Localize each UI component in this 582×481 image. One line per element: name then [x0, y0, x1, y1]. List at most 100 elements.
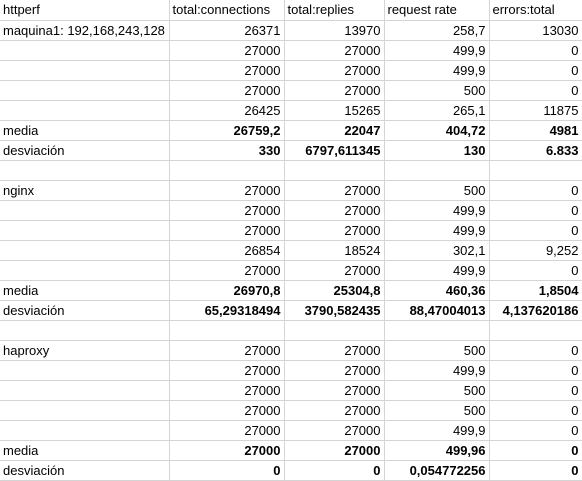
value-cell[interactable]: 27000: [284, 420, 385, 441]
value-cell[interactable]: 265,1: [384, 100, 490, 121]
row-label-cell[interactable]: [0, 260, 170, 281]
value-cell[interactable]: 27000: [169, 380, 285, 401]
row-label-cell[interactable]: haproxy: [0, 340, 170, 361]
value-cell[interactable]: 22047: [284, 120, 385, 141]
value-cell[interactable]: 27000: [169, 400, 285, 421]
value-cell[interactable]: 130: [384, 140, 490, 161]
value-cell[interactable]: 0: [489, 460, 582, 481]
row-label-cell[interactable]: [0, 400, 170, 421]
value-cell[interactable]: 0: [489, 40, 582, 61]
value-cell[interactable]: 13030: [489, 20, 582, 41]
value-cell[interactable]: 330: [169, 140, 285, 161]
row-label-cell[interactable]: desviación: [0, 140, 170, 161]
value-cell[interactable]: 404,72: [384, 120, 490, 141]
value-cell[interactable]: 500: [384, 80, 490, 101]
row-label-cell[interactable]: [0, 240, 170, 261]
value-cell[interactable]: 499,9: [384, 200, 490, 221]
value-cell[interactable]: 0: [489, 360, 582, 381]
value-cell[interactable]: 27000: [284, 260, 385, 281]
value-cell[interactable]: 15265: [284, 100, 385, 121]
value-cell[interactable]: 27000: [169, 220, 285, 241]
value-cell[interactable]: 0: [489, 80, 582, 101]
value-cell[interactable]: 27000: [284, 380, 385, 401]
row-label-cell[interactable]: [0, 220, 170, 241]
value-cell[interactable]: 499,9: [384, 220, 490, 241]
value-cell[interactable]: 0: [489, 220, 582, 241]
value-cell[interactable]: 27000: [169, 60, 285, 81]
value-cell[interactable]: 499,9: [384, 360, 490, 381]
value-cell[interactable]: 499,9: [384, 260, 490, 281]
row-label-cell[interactable]: [0, 160, 170, 181]
value-cell[interactable]: 27000: [169, 440, 285, 461]
value-cell[interactable]: 27000: [169, 340, 285, 361]
row-label-cell[interactable]: [0, 80, 170, 101]
value-cell[interactable]: 500: [384, 380, 490, 401]
value-cell[interactable]: [169, 320, 285, 341]
value-cell[interactable]: [384, 160, 490, 181]
value-cell[interactable]: [284, 320, 385, 341]
value-cell[interactable]: 26759,2: [169, 120, 285, 141]
header-cell-total-replies[interactable]: total:replies: [284, 0, 385, 21]
value-cell[interactable]: 0: [284, 460, 385, 481]
row-label-cell[interactable]: [0, 60, 170, 81]
value-cell[interactable]: [489, 320, 582, 341]
row-label-cell[interactable]: desviación: [0, 300, 170, 321]
value-cell[interactable]: 27000: [284, 220, 385, 241]
row-label-cell[interactable]: media: [0, 440, 170, 461]
value-cell[interactable]: 26970,8: [169, 280, 285, 301]
value-cell[interactable]: 4981: [489, 120, 582, 141]
value-cell[interactable]: 460,36: [384, 280, 490, 301]
value-cell[interactable]: 27000: [284, 180, 385, 201]
value-cell[interactable]: 26425: [169, 100, 285, 121]
value-cell[interactable]: 27000: [284, 60, 385, 81]
value-cell[interactable]: 27000: [284, 80, 385, 101]
value-cell[interactable]: 4,137620186: [489, 300, 582, 321]
value-cell[interactable]: 27000: [284, 200, 385, 221]
value-cell[interactable]: 27000: [169, 200, 285, 221]
value-cell[interactable]: 27000: [169, 420, 285, 441]
header-cell-request-rate[interactable]: request rate: [384, 0, 490, 21]
row-label-cell[interactable]: media: [0, 280, 170, 301]
row-label-cell[interactable]: [0, 360, 170, 381]
value-cell[interactable]: [384, 320, 490, 341]
header-cell-errors-total[interactable]: errors:total: [489, 0, 582, 21]
row-label-cell[interactable]: media: [0, 120, 170, 141]
value-cell[interactable]: 499,9: [384, 420, 490, 441]
value-cell[interactable]: 500: [384, 180, 490, 201]
row-label-cell[interactable]: maquina1: 192,168,243,128: [0, 20, 170, 41]
value-cell[interactable]: 26854: [169, 240, 285, 261]
value-cell[interactable]: 0: [489, 440, 582, 461]
row-label-cell[interactable]: [0, 100, 170, 121]
row-label-cell[interactable]: [0, 200, 170, 221]
value-cell[interactable]: 27000: [169, 260, 285, 281]
value-cell[interactable]: 9,252: [489, 240, 582, 261]
header-cell-httperf[interactable]: httperf: [0, 0, 170, 21]
value-cell[interactable]: 1,8504: [489, 280, 582, 301]
value-cell[interactable]: 0: [489, 180, 582, 201]
value-cell[interactable]: 0: [489, 380, 582, 401]
value-cell[interactable]: 0: [489, 60, 582, 81]
row-label-cell[interactable]: nginx: [0, 180, 170, 201]
value-cell[interactable]: 0: [489, 400, 582, 421]
value-cell[interactable]: 27000: [169, 80, 285, 101]
value-cell[interactable]: 27000: [284, 340, 385, 361]
row-label-cell[interactable]: [0, 420, 170, 441]
value-cell[interactable]: 88,47004013: [384, 300, 490, 321]
value-cell[interactable]: 499,96: [384, 440, 490, 461]
value-cell[interactable]: 0,054772256: [384, 460, 490, 481]
value-cell[interactable]: 500: [384, 340, 490, 361]
value-cell[interactable]: 0: [489, 420, 582, 441]
value-cell[interactable]: [169, 160, 285, 181]
value-cell[interactable]: 65,29318494: [169, 300, 285, 321]
value-cell[interactable]: 18524: [284, 240, 385, 261]
value-cell[interactable]: 6.833: [489, 140, 582, 161]
row-label-cell[interactable]: desviación: [0, 460, 170, 481]
value-cell[interactable]: 13970: [284, 20, 385, 41]
value-cell[interactable]: 27000: [169, 40, 285, 61]
value-cell[interactable]: 0: [489, 340, 582, 361]
value-cell[interactable]: 6797,611345: [284, 140, 385, 161]
value-cell[interactable]: 25304,8: [284, 280, 385, 301]
value-cell[interactable]: 0: [489, 260, 582, 281]
value-cell[interactable]: 302,1: [384, 240, 490, 261]
value-cell[interactable]: 500: [384, 400, 490, 421]
